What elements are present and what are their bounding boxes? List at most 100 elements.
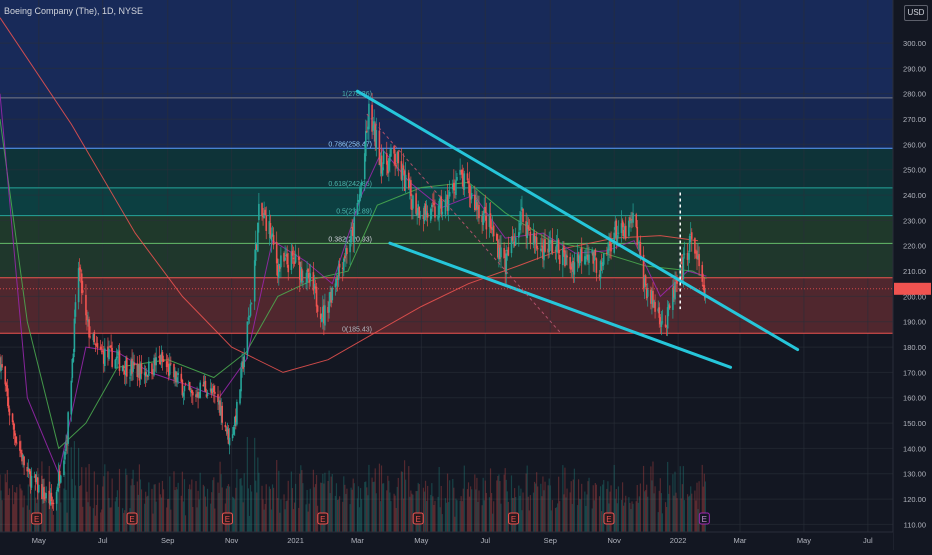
volume-bar: [236, 469, 238, 532]
volume-bar: [503, 474, 505, 532]
volume-bar: [115, 497, 117, 532]
volume-bar: [702, 486, 704, 532]
volume-bar: [26, 505, 28, 532]
price-axis-bg: [893, 0, 932, 550]
candle-body: [15, 442, 18, 444]
volume-bar: [249, 485, 252, 532]
currency-button[interactable]: USD: [904, 5, 928, 21]
candle-body: [159, 355, 162, 365]
volume-bar: [328, 470, 330, 532]
price-tick-label: 180.00: [903, 343, 926, 352]
candle-body: [379, 158, 382, 167]
candle-body: [400, 161, 403, 180]
volume-bar: [33, 485, 36, 532]
candle-body: [140, 363, 143, 374]
volume-bar: [482, 477, 484, 532]
candle-body: [131, 358, 133, 374]
volume-bar: [361, 499, 363, 532]
candle-body: [381, 167, 384, 176]
candle-body: [174, 370, 176, 380]
fib-band: [0, 277, 893, 334]
candle-body: [651, 290, 653, 305]
volume-bar: [642, 465, 645, 532]
candle-body: [431, 204, 433, 208]
candle-body: [592, 252, 595, 264]
candle-body: [206, 392, 209, 396]
candle-body: [121, 366, 124, 371]
price-tick-label: 110.00: [904, 520, 926, 529]
candle-body: [239, 389, 241, 404]
volume-bar: [169, 476, 171, 532]
volume-bar: [45, 501, 47, 532]
candle-body: [80, 273, 83, 294]
candle-body: [694, 238, 696, 254]
candle-body: [644, 275, 647, 286]
volume-bar: [635, 501, 637, 532]
candle-body: [48, 490, 51, 504]
candle-body: [586, 254, 588, 257]
volume-bar: [563, 494, 565, 532]
candle-body: [554, 249, 557, 251]
candle-body: [14, 436, 17, 443]
candle-body: [395, 165, 397, 167]
candle-body: [492, 225, 495, 237]
volume-bar: [475, 489, 477, 532]
candle-body: [371, 104, 373, 132]
candle-body: [689, 234, 692, 236]
volume-bar: [140, 489, 143, 532]
volume-bar: [437, 496, 439, 532]
volume-bar: [13, 504, 15, 532]
candle-body: [1, 364, 3, 368]
volume-bar: [571, 503, 573, 532]
candle-body: [477, 206, 479, 210]
volume-bar: [330, 476, 332, 532]
volume-bar: [405, 479, 407, 532]
candle-body: [219, 400, 221, 416]
candle-body: [635, 214, 638, 227]
volume-bar: [593, 500, 595, 532]
volume-bar: [452, 478, 454, 532]
volume-bar: [366, 487, 368, 532]
candle-body: [327, 307, 329, 313]
volume-bar: [256, 492, 258, 532]
candle-body: [298, 261, 301, 280]
volume-bar: [175, 487, 177, 532]
candle-body: [373, 121, 375, 128]
volume-bar: [324, 472, 326, 532]
candle-body: [489, 213, 492, 229]
volume-bar: [646, 484, 648, 532]
volume-bar: [698, 481, 700, 532]
volume-bar: [280, 499, 282, 532]
volume-bar: [599, 486, 602, 532]
candle-body: [92, 334, 95, 341]
candle-body: [45, 493, 47, 499]
volume-bar: [70, 447, 72, 532]
candle-body: [424, 203, 427, 215]
volume-bar: [387, 475, 389, 532]
volume-bar: [308, 503, 310, 532]
volume-bar: [572, 479, 574, 532]
volume-bar: [219, 461, 221, 532]
volume-bar: [182, 501, 185, 532]
volume-bar: [65, 489, 67, 532]
time-tick-label: Nov: [225, 536, 239, 545]
candle-body: [564, 250, 566, 267]
candle-body: [86, 315, 88, 321]
volume-bar: [569, 492, 571, 532]
time-tick-label: Jul: [98, 536, 108, 545]
price-tick-label: 230.00: [903, 216, 926, 225]
volume-bar: [379, 501, 382, 532]
volume-bar: [359, 488, 362, 532]
volume-bar: [653, 493, 655, 532]
volume-bar: [394, 495, 396, 532]
candle-body: [139, 363, 142, 379]
volume-bar: [518, 485, 520, 532]
candle-body: [385, 153, 388, 165]
candle-body: [389, 154, 391, 162]
candle-body: [393, 146, 395, 154]
volume-bar: [533, 481, 536, 532]
candle-body: [34, 474, 37, 483]
volume-bar: [505, 479, 507, 532]
